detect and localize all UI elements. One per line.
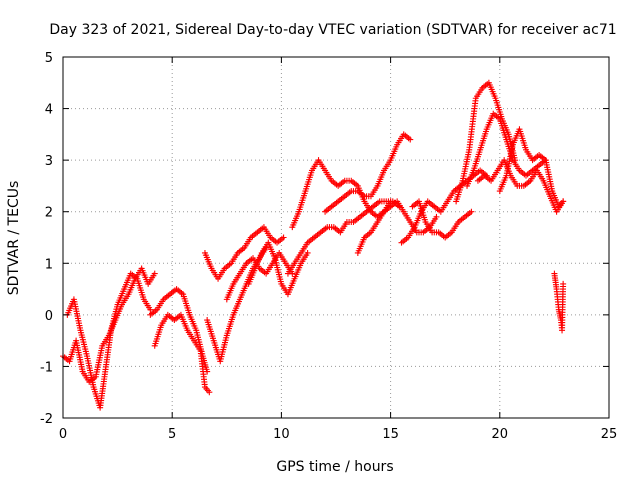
grid-layer: [63, 57, 609, 418]
series-track-h: [245, 239, 311, 298]
series-track-g: [223, 249, 296, 303]
data-point: [468, 208, 475, 215]
y-tick-label: 5: [45, 51, 53, 66]
data-point: [560, 280, 567, 287]
x-tick-label: 5: [168, 427, 176, 442]
data-point: [304, 249, 311, 256]
y-tick-label: -1: [40, 360, 53, 375]
series-track-b: [64, 270, 154, 411]
series-track-j: [284, 198, 403, 277]
y-tick-label: 0: [45, 309, 53, 324]
y-tick-label: -2: [40, 412, 53, 427]
series-track-d: [151, 311, 213, 396]
data-point: [206, 389, 213, 396]
series-track-e: [201, 224, 287, 282]
chart-title: Day 323 of 2021, Sidereal Day-to-day VTE…: [49, 22, 616, 38]
tick-layer: [62, 56, 610, 419]
series-track-s: [551, 270, 567, 334]
x-tick-labels: 0 5 10 15 20 25: [59, 427, 617, 442]
series-track-i: [289, 157, 394, 231]
y-tick-label: 2: [45, 206, 53, 221]
x-tick-label: 15: [382, 427, 399, 442]
y-axis-label: SDTVAR / TECUs: [6, 181, 22, 296]
data-point: [147, 306, 154, 313]
x-tick-label: 10: [273, 427, 290, 442]
series-track-f: [204, 244, 270, 365]
series-track-q: [474, 157, 567, 215]
data-point: [407, 136, 414, 143]
y-tick-labels: -2 -1 0 1 2 3 4 5: [40, 51, 53, 427]
data-point: [433, 213, 440, 220]
series-track-p: [464, 110, 549, 189]
y-tick-label: 1: [45, 257, 53, 272]
series-track-n: [409, 198, 475, 241]
x-tick-label: 20: [492, 427, 509, 442]
x-tick-label: 25: [601, 427, 618, 442]
data-points: [60, 79, 567, 411]
y-tick-label: 3: [45, 154, 53, 169]
series-track-r: [496, 126, 567, 210]
x-axis-label: GPS time / hours: [276, 459, 393, 475]
data-point: [151, 270, 158, 277]
x-tick-label: 0: [59, 427, 67, 442]
plot-frame: [62, 56, 610, 419]
data-point: [280, 234, 287, 241]
y-tick-label: 4: [45, 103, 53, 118]
data-point: [560, 198, 567, 205]
series-track-k: [322, 131, 414, 215]
